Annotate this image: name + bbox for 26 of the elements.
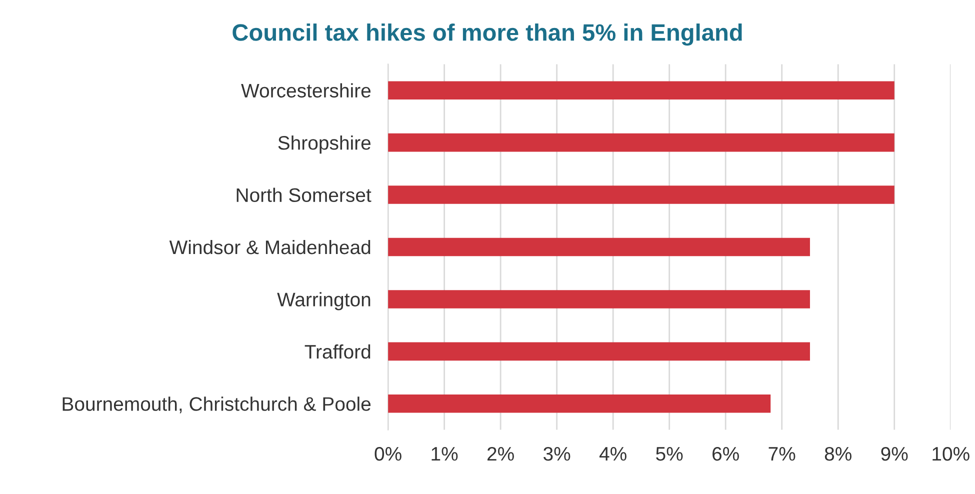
x-tick-label: 3%: [544, 446, 570, 461]
x-tick-label: 5%: [656, 447, 683, 461]
bar: [388, 290, 810, 308]
y-tick-label: Shropshire: [278, 136, 371, 154]
y-tick-label: North Somerset: [236, 188, 372, 202]
bar: [388, 238, 810, 256]
y-tick-label: Trafford: [304, 344, 370, 359]
x-tick-label: 4%: [599, 447, 626, 461]
y-tick-label: Worcestershire: [241, 83, 371, 98]
y-tick-label: Warrington: [277, 292, 370, 310]
x-tick-label: 9%: [881, 446, 908, 461]
x-tick-label: 10%: [932, 446, 970, 461]
y-tick-label: Windsor & Maidenhead: [169, 240, 370, 254]
x-tick-label: 8%: [824, 446, 852, 461]
x-tick-label: 7%: [768, 447, 796, 461]
bar: [388, 394, 771, 413]
bar: [388, 186, 894, 204]
y-tick-label: Bournemouth, Christchurch & Poole: [62, 396, 371, 414]
x-tick-label: 2%: [487, 446, 514, 461]
bar: [388, 133, 894, 152]
bar: [388, 81, 894, 100]
x-tick-label: 1%: [432, 447, 458, 461]
x-tick-label: 6%: [712, 446, 739, 461]
chart-title: Council tax hikes of more than 5% in England: [232, 24, 742, 46]
bar: [388, 342, 810, 361]
x-tick-label: 0%: [374, 446, 402, 461]
